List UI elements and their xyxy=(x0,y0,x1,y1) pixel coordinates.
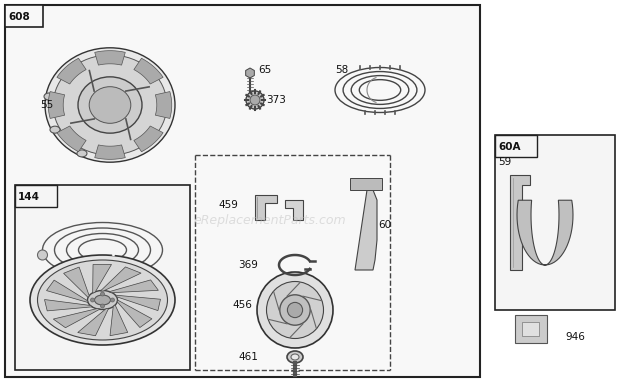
Circle shape xyxy=(91,298,94,302)
Ellipse shape xyxy=(53,55,167,155)
Circle shape xyxy=(280,295,310,325)
Polygon shape xyxy=(134,126,163,152)
Ellipse shape xyxy=(30,255,175,345)
Text: 59: 59 xyxy=(498,157,511,167)
Ellipse shape xyxy=(50,126,60,133)
Text: 608: 608 xyxy=(8,12,30,22)
Bar xyxy=(15,185,57,207)
Polygon shape xyxy=(95,145,125,159)
Circle shape xyxy=(246,91,264,109)
Text: 456: 456 xyxy=(232,300,252,310)
Polygon shape xyxy=(95,51,125,65)
Ellipse shape xyxy=(87,290,118,309)
Polygon shape xyxy=(110,305,128,336)
Text: 58: 58 xyxy=(335,65,348,75)
Circle shape xyxy=(288,303,303,317)
Circle shape xyxy=(257,272,333,348)
Ellipse shape xyxy=(94,295,110,305)
Polygon shape xyxy=(156,92,172,118)
Polygon shape xyxy=(57,126,86,152)
Polygon shape xyxy=(134,58,163,84)
Polygon shape xyxy=(108,280,158,293)
Text: 55: 55 xyxy=(40,100,53,110)
Polygon shape xyxy=(45,299,92,311)
Polygon shape xyxy=(510,175,530,270)
Circle shape xyxy=(100,292,105,296)
Text: 459: 459 xyxy=(218,200,238,210)
Polygon shape xyxy=(57,58,86,84)
Text: 144: 144 xyxy=(18,192,40,202)
Polygon shape xyxy=(78,308,108,336)
Polygon shape xyxy=(64,267,89,298)
Polygon shape xyxy=(355,190,377,270)
Polygon shape xyxy=(48,92,64,118)
Text: 373: 373 xyxy=(266,95,286,105)
Polygon shape xyxy=(53,309,100,328)
Circle shape xyxy=(267,282,324,338)
Polygon shape xyxy=(255,195,277,220)
Text: 369: 369 xyxy=(238,260,258,270)
Polygon shape xyxy=(350,178,382,190)
Polygon shape xyxy=(46,280,88,303)
Bar xyxy=(495,135,537,157)
Text: 65: 65 xyxy=(258,65,271,75)
Text: 60A: 60A xyxy=(498,142,521,152)
Bar xyxy=(5,5,480,377)
Circle shape xyxy=(100,304,105,308)
Polygon shape xyxy=(285,200,303,220)
Ellipse shape xyxy=(44,93,54,100)
Text: eReplacementParts.com: eReplacementParts.com xyxy=(193,214,347,227)
Ellipse shape xyxy=(287,351,303,363)
Polygon shape xyxy=(115,295,161,311)
Ellipse shape xyxy=(37,260,167,340)
Ellipse shape xyxy=(291,354,299,360)
Ellipse shape xyxy=(77,150,87,157)
Ellipse shape xyxy=(45,48,175,162)
Text: 60: 60 xyxy=(378,220,391,230)
Ellipse shape xyxy=(78,77,142,133)
Bar xyxy=(515,315,547,343)
Bar xyxy=(522,322,539,336)
Polygon shape xyxy=(517,200,573,265)
Polygon shape xyxy=(100,267,141,291)
Bar xyxy=(15,185,190,370)
Bar xyxy=(495,135,615,310)
Text: 461: 461 xyxy=(238,352,258,362)
Circle shape xyxy=(250,95,260,105)
Ellipse shape xyxy=(89,87,131,123)
Polygon shape xyxy=(92,264,112,293)
Polygon shape xyxy=(117,300,152,327)
Text: 946: 946 xyxy=(565,332,585,342)
Bar xyxy=(5,5,43,27)
Polygon shape xyxy=(246,68,254,78)
Circle shape xyxy=(37,250,48,260)
Circle shape xyxy=(110,298,115,302)
